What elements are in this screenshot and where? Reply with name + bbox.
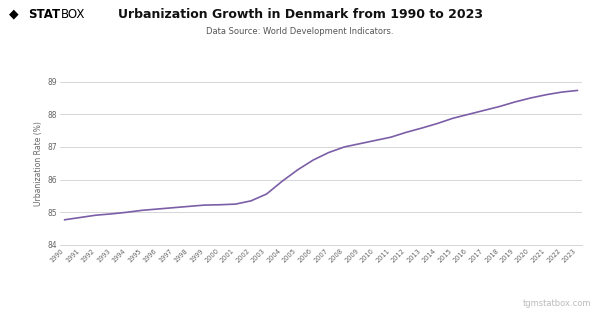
- Text: Data Source: World Development Indicators.: Data Source: World Development Indicator…: [206, 27, 394, 36]
- Y-axis label: Urbanization Rate (%): Urbanization Rate (%): [34, 121, 43, 206]
- Text: STAT: STAT: [28, 8, 61, 21]
- Text: Urbanization Growth in Denmark from 1990 to 2023: Urbanization Growth in Denmark from 1990…: [118, 8, 482, 21]
- Text: BOX: BOX: [61, 8, 86, 21]
- Text: ◆: ◆: [9, 8, 19, 21]
- Text: tgmstatbox.com: tgmstatbox.com: [523, 299, 591, 308]
